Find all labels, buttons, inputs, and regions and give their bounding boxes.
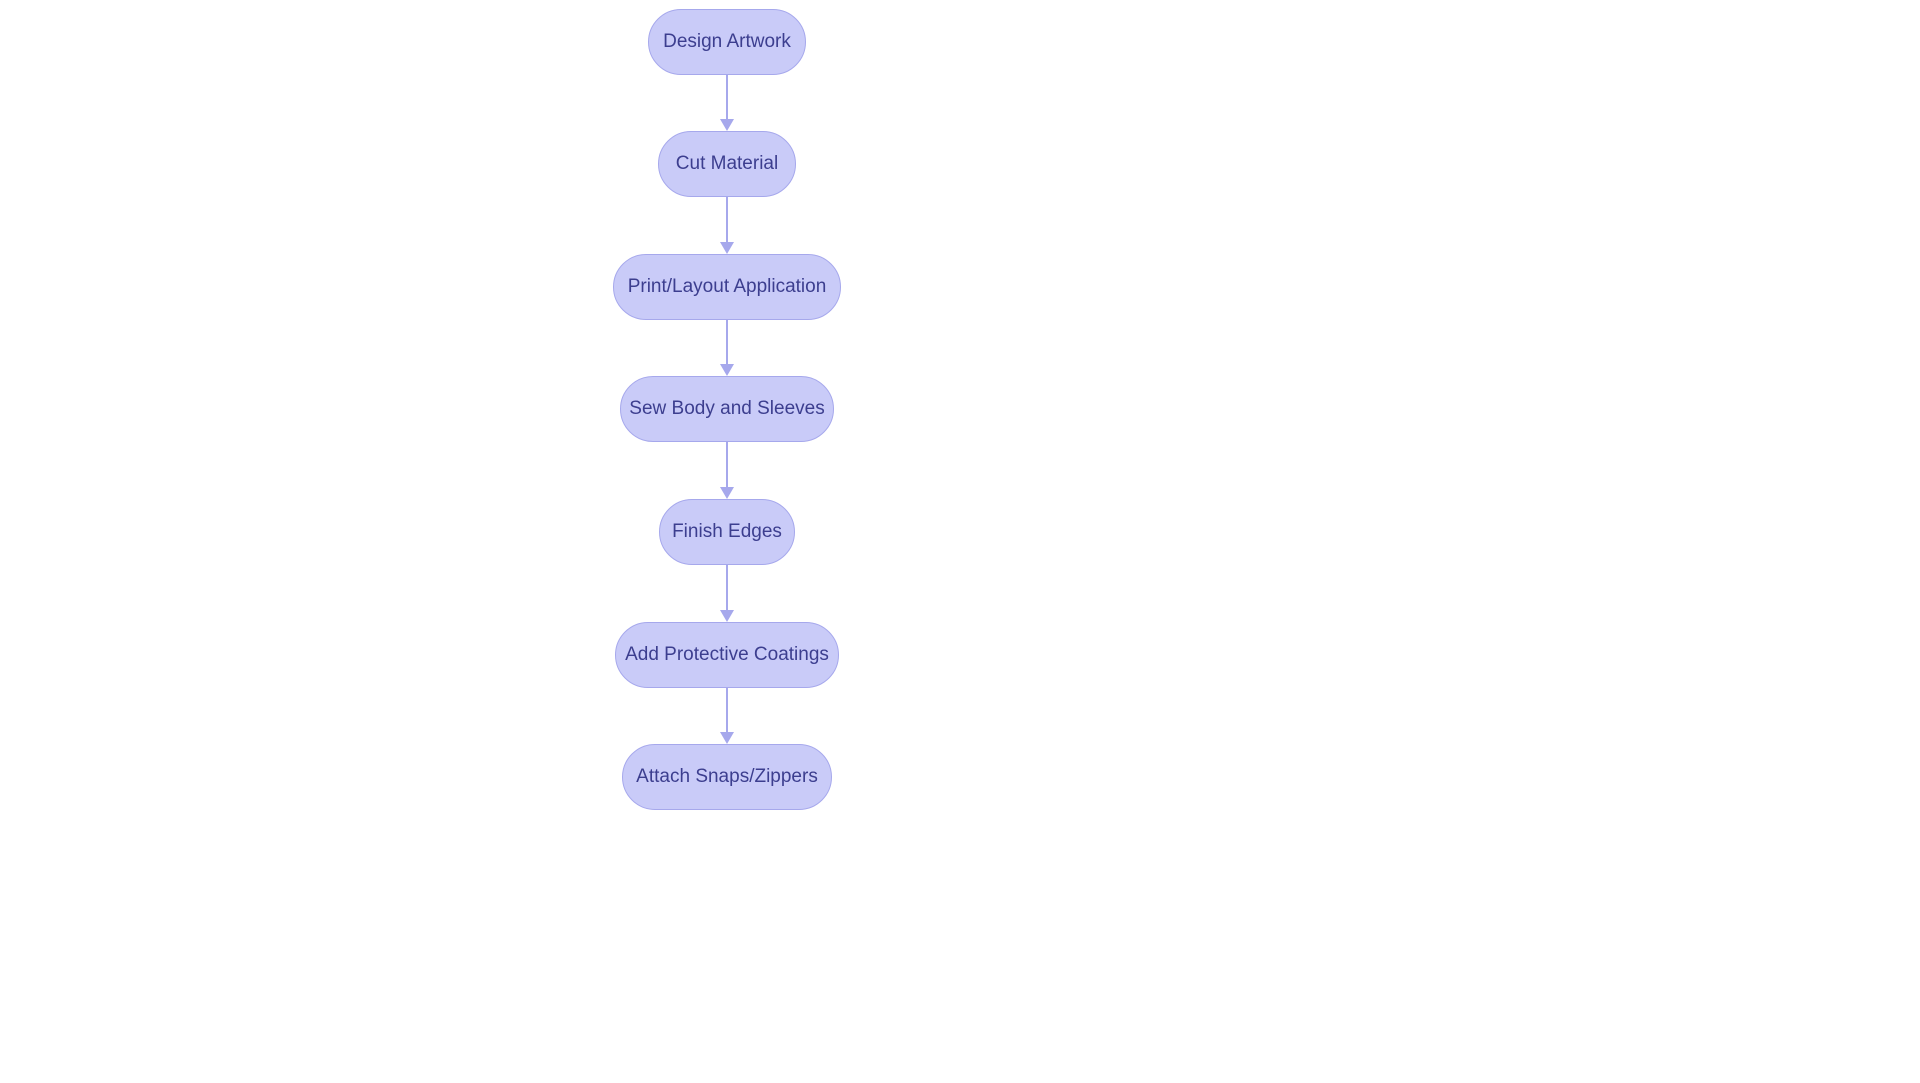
flowchart-edge-line bbox=[726, 320, 728, 364]
flowchart-node-label: Design Artwork bbox=[663, 31, 791, 53]
flowchart-node: Finish Edges bbox=[659, 499, 795, 565]
flowchart-edge-arrowhead bbox=[720, 732, 734, 744]
flowchart-node-label: Cut Material bbox=[676, 153, 778, 175]
flowchart-node-label: Print/Layout Application bbox=[628, 276, 827, 298]
flowchart-edge-arrowhead bbox=[720, 364, 734, 376]
flowchart-node-label: Sew Body and Sleeves bbox=[629, 398, 824, 420]
flowchart-edge-line bbox=[726, 197, 728, 242]
flowchart-node: Cut Material bbox=[658, 131, 796, 197]
flowchart-container: Design Artwork Cut Material Print/Layout A… bbox=[0, 0, 1920, 1083]
flowchart-edge-arrowhead bbox=[720, 487, 734, 499]
flowchart-node-label: Attach Snaps/Zippers bbox=[636, 766, 818, 788]
flowchart-edge-arrowhead bbox=[720, 610, 734, 622]
flowchart-node-label: Finish Edges bbox=[672, 521, 782, 543]
flowchart-edge-line bbox=[726, 565, 728, 610]
flowchart-edge-arrowhead bbox=[720, 242, 734, 254]
flowchart-node: Sew Body and Sleeves bbox=[620, 376, 834, 442]
flowchart-edge-line bbox=[726, 75, 728, 119]
flowchart-node-label: Add Protective Coatings bbox=[625, 644, 829, 666]
flowchart-node: Add Protective Coatings bbox=[615, 622, 839, 688]
flowchart-node: Print/Layout Application bbox=[613, 254, 841, 320]
flowchart-node: Design Artwork bbox=[648, 9, 806, 75]
flowchart-edge-line bbox=[726, 442, 728, 487]
flowchart-edge-line bbox=[726, 688, 728, 732]
flowchart-edge-arrowhead bbox=[720, 119, 734, 131]
flowchart-node: Attach Snaps/Zippers bbox=[622, 744, 832, 810]
